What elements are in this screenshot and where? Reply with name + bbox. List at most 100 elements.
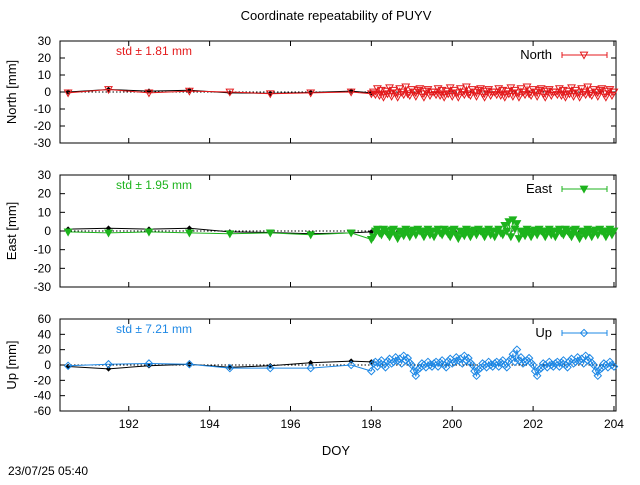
data-point (569, 92, 578, 101)
y-tick-label: 10 (38, 205, 52, 219)
data-point (542, 87, 552, 96)
y-tick-label: -20 (34, 373, 52, 387)
data-point (399, 232, 409, 241)
data-point (144, 228, 154, 237)
data-point (387, 359, 396, 368)
data-point (387, 92, 397, 101)
data-point (508, 92, 518, 101)
std-label-north: std ± 1.81 mm (116, 44, 192, 58)
x-tick-label: 194 (200, 417, 220, 431)
y-tick-label: -10 (34, 102, 52, 116)
data-point (563, 87, 572, 96)
y-tick-label: -20 (34, 261, 52, 275)
y-tick-label: 40 (38, 327, 52, 341)
data-point (429, 88, 439, 97)
data-point (506, 84, 516, 93)
data-point (421, 87, 431, 96)
y-tick-label: 0 (44, 358, 51, 372)
data-point (526, 92, 536, 101)
data-point (510, 357, 520, 367)
data-point (502, 362, 512, 372)
data-point (411, 371, 421, 381)
data-point (459, 232, 469, 241)
panels: -30 -20 -10 0 10 20 30 North [mm] std ± 1.81 mm N… (4, 34, 624, 431)
data-point (306, 363, 316, 373)
data-point (567, 233, 576, 242)
data-point (306, 231, 316, 240)
data-point (514, 356, 524, 365)
data-point (381, 362, 390, 372)
data-point (589, 86, 599, 95)
data-point (567, 84, 576, 93)
data-point (104, 359, 113, 369)
data-point (581, 232, 591, 241)
data-point (510, 86, 520, 95)
y-tick-label: -60 (34, 404, 52, 418)
data-point (498, 231, 508, 240)
data-point (381, 87, 390, 96)
x-tick-label: 196 (280, 417, 300, 431)
data-point (522, 83, 532, 92)
data-point (104, 229, 113, 238)
data-point (571, 86, 581, 95)
y-axis-label-up: Up [mm] (4, 340, 19, 389)
data-point (377, 231, 386, 240)
chart-title: Coordinate repeatability of PUYV (241, 8, 432, 23)
data-point (415, 85, 425, 94)
data-point (423, 357, 433, 367)
data-point (429, 233, 439, 242)
std-label-east: std ± 1.95 mm (116, 178, 192, 192)
data-point (597, 85, 607, 94)
data-point (470, 88, 479, 97)
y-tick-label: -20 (34, 119, 52, 133)
data-point (419, 233, 429, 242)
data-point (441, 362, 451, 372)
data-point (518, 88, 528, 97)
data-point (383, 356, 392, 366)
data-point (393, 93, 403, 102)
data-point (184, 229, 194, 238)
y-tick-label: 60 (38, 312, 52, 326)
data-point (445, 233, 455, 242)
data-point (389, 86, 399, 95)
data-point (407, 86, 417, 95)
data-point (104, 86, 113, 95)
data-point (508, 349, 518, 359)
data-point (472, 231, 481, 240)
data-point (484, 357, 493, 367)
data-point (587, 92, 597, 101)
data-point (504, 356, 514, 366)
y-tick-label: 20 (38, 51, 52, 65)
y-tick-label: -30 (34, 136, 52, 150)
data-point (379, 93, 388, 102)
data-point (550, 233, 560, 242)
data-point (605, 357, 615, 367)
data-point (581, 91, 591, 100)
data-point (461, 83, 471, 92)
data-point (401, 356, 411, 365)
data-point (490, 88, 500, 97)
data-point (441, 87, 451, 96)
data-point (490, 233, 500, 242)
x-tick-label: 202 (523, 417, 543, 431)
panel-north: -30 -20 -10 0 10 20 30 North [mm] std ± 1.81 mm N… (4, 34, 619, 150)
data-point (522, 356, 532, 365)
data-point (419, 93, 429, 102)
legend-label-up: Up (535, 325, 552, 340)
data-point (532, 371, 542, 381)
data-point (575, 235, 585, 244)
data-point (484, 86, 494, 95)
data-point (472, 371, 481, 381)
data-point (385, 233, 395, 242)
data-point (63, 89, 73, 98)
data-point (534, 365, 544, 374)
data-point (506, 233, 516, 242)
data-point (569, 359, 578, 368)
data-point (399, 91, 409, 100)
data-point (575, 93, 585, 102)
data-point (520, 91, 530, 100)
data-point (346, 360, 356, 370)
